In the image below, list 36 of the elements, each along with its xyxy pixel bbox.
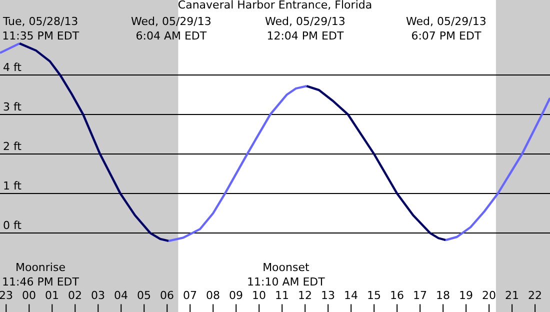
x-tick-label: 02 — [68, 289, 82, 302]
x-tick-label: 19 — [459, 289, 473, 302]
annotation: Wed, 05/29/13 6:07 PM EDT — [406, 15, 486, 42]
annotation: Tue, 05/28/13 11:35 PM EDT — [2, 15, 80, 42]
y-tick-label: 0 ft — [3, 219, 22, 232]
y-tick-label: 3 ft — [3, 100, 22, 114]
x-tick-label: 11 — [275, 289, 289, 302]
x-tick-label: 16 — [390, 289, 404, 302]
x-tick-label: 18 — [436, 289, 450, 302]
annotation: Moonrise 11:46 PM EDT — [2, 261, 80, 288]
chart-title: Canaveral Harbor Entrance, Florida — [178, 0, 372, 12]
x-tick-label: 00 — [22, 289, 36, 302]
x-tick-label: 03 — [91, 289, 105, 302]
x-tick-label: 21 — [505, 289, 519, 302]
annotation: Wed, 05/29/13 6:04 AM EDT — [131, 15, 212, 42]
x-tick-label: 05 — [137, 289, 151, 302]
x-tick-label: 23 — [0, 289, 13, 302]
x-tick-label: 09 — [229, 289, 243, 302]
x-tick-label: 12 — [298, 289, 312, 302]
y-tick-label: 1 ft — [3, 180, 22, 193]
annotation: Moonset 11:10 AM EDT — [247, 261, 326, 288]
x-tick-label: 06 — [160, 289, 174, 302]
x-tick-label: 08 — [206, 289, 220, 302]
x-tick-label: 07 — [183, 289, 197, 302]
y-tick-label: 4 ft — [3, 61, 22, 74]
x-tick-label: 20 — [482, 289, 496, 302]
x-tick-label: 22 — [528, 289, 542, 302]
x-tick-label: 13 — [321, 289, 335, 302]
annotation: Wed, 05/29/13 12:04 PM EDT — [265, 15, 346, 42]
x-tick-label: 10 — [252, 289, 266, 302]
x-tick-label: 15 — [367, 289, 381, 302]
x-tick-label: 04 — [114, 289, 128, 302]
x-tick-label: 14 — [344, 289, 358, 302]
x-tick-label: 17 — [413, 289, 427, 302]
y-tick-label: 2 ft — [3, 140, 22, 154]
x-tick-label: 01 — [45, 289, 59, 302]
